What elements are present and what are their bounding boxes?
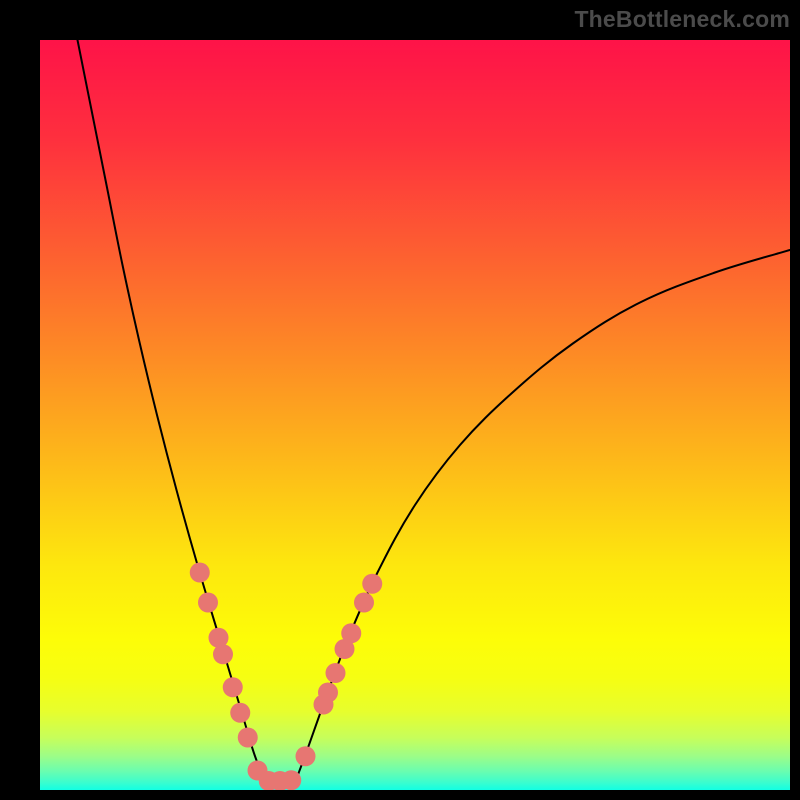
scatter-point <box>362 574 382 594</box>
scatter-point <box>223 677 243 697</box>
scatter-point <box>190 563 210 583</box>
scatter-point <box>318 683 338 703</box>
scatter-point <box>341 623 361 643</box>
scatter-point <box>213 644 233 664</box>
scatter-point <box>281 770 301 790</box>
scatter-point <box>198 593 218 613</box>
chart-svg <box>40 40 790 790</box>
scatter-point <box>230 703 250 723</box>
watermark-text: TheBottleneck.com <box>574 6 790 33</box>
scatter-point <box>238 728 258 748</box>
figure-frame: TheBottleneck.com <box>0 0 800 800</box>
scatter-point <box>354 593 374 613</box>
plot-area <box>40 40 790 790</box>
scatter-point <box>296 746 316 766</box>
gradient-background <box>40 40 790 790</box>
scatter-point <box>326 663 346 683</box>
